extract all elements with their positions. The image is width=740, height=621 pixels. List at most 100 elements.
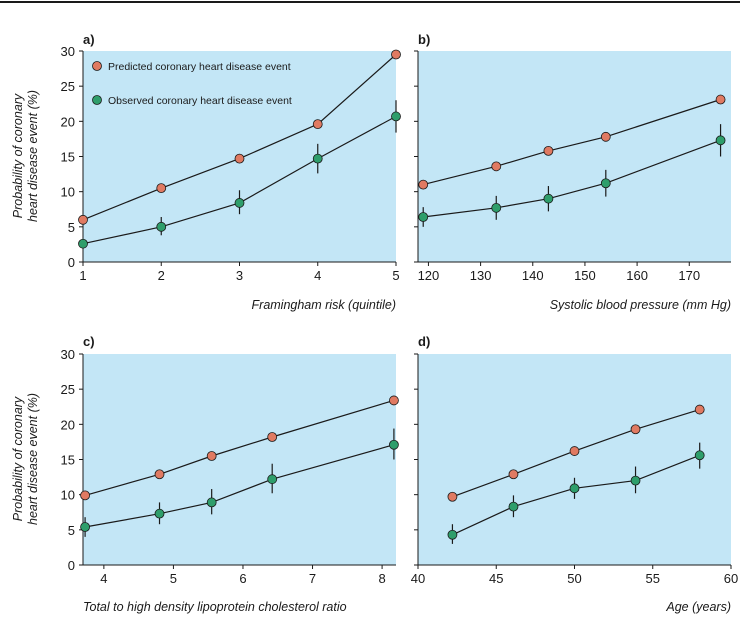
panel-a-x-tick-label: 1: [79, 268, 86, 283]
y-axis-title-bottom-line2: heart disease event (%): [26, 393, 40, 525]
legend: Predicted coronary heart disease event O…: [92, 61, 292, 107]
panel-a-y-tick-label: 5: [68, 220, 75, 235]
panel-c-predicted-point: [80, 490, 90, 501]
panel-c-x-tick-label: 4: [100, 571, 107, 586]
panel-a-predicted-point: [156, 183, 167, 194]
panel-d-predicted-point: [508, 469, 519, 480]
panel-c-x-axis-title: Total to high density lipoprotein choles…: [83, 600, 347, 614]
panel-a-observed-point: [391, 111, 401, 122]
panel-c-observed-point: [154, 508, 165, 519]
panel-a-letter: a): [83, 32, 95, 47]
panel-b-predicted-point: [543, 145, 554, 156]
panel-c-drawing: 4 5 6 7 8 0 5 10 15 20 25 30: [61, 347, 399, 586]
panel-d-predicted-point: [569, 446, 580, 456]
panel-c-y-tick-label: 10: [61, 488, 75, 503]
panel-c-predicted-point: [154, 469, 165, 480]
panel-b-plot-area: [418, 51, 731, 262]
legend-observed-label: Observed coronary heart disease event: [108, 95, 292, 107]
panel-b-x-tick-label: 130: [470, 268, 492, 283]
panel-a-drawing: 1 2 3 4 5 0 5 10 15 20 25 30: [61, 44, 401, 283]
panel-a-y-tick-label: 15: [61, 150, 75, 165]
panel-b-observed-point: [543, 193, 554, 204]
panel-c-observed-point: [80, 522, 90, 532]
panel-d-observed-point: [569, 483, 580, 494]
panel-d-observed-point: [630, 475, 641, 486]
panel-c-plot-area: [83, 354, 396, 565]
panel-d-plot-area: [418, 354, 731, 565]
panel-a-y-tick-label: 0: [68, 255, 75, 270]
panel-a-observed-point: [156, 221, 167, 232]
panel-a-x-tick-label: 4: [314, 268, 321, 283]
panel-a-observed-point: [234, 198, 245, 208]
panel-a-x-tick-label: 3: [236, 268, 243, 283]
panel-b-x-tick-label: 160: [626, 268, 648, 283]
panel-c-y-tick-label: 20: [61, 417, 75, 432]
panel-d-predicted-point: [694, 404, 705, 415]
panel-b-x-tick-label: 140: [522, 268, 544, 283]
panel-a-observed-point: [312, 153, 323, 164]
panel-a-x-axis-title: Framingham risk (quintile): [252, 298, 396, 312]
panel-a-observed-point: [78, 238, 88, 249]
panel-c-predicted-point: [267, 432, 278, 442]
panel-d: d) Age (years): [418, 334, 731, 614]
panel-b-observed-point: [491, 202, 502, 213]
panel-a-predicted-point: [78, 214, 88, 225]
panel-c-y-tick-label: 25: [61, 382, 75, 397]
panel-c-y-tick-label: 5: [68, 523, 75, 538]
y-axis-title-top-line2: heart disease event (%): [26, 90, 40, 222]
panel-a-predicted-point: [312, 119, 323, 130]
panel-b-x-tick-label: 170: [678, 268, 700, 283]
panel-d-observed-point: [508, 501, 519, 512]
panel-b-drawing: 120 130 140 150 160 170: [414, 50, 731, 283]
panel-d-drawing: 40 45 50 55 60: [411, 353, 738, 586]
panel-c-y-tick-label: 30: [61, 347, 75, 362]
panel-d-observed-point: [694, 450, 705, 461]
legend-predicted-marker: [92, 61, 102, 71]
panel-a-y-tick-label: 30: [61, 44, 75, 59]
panel-d-x-tick-label: 40: [411, 571, 425, 586]
panel-d-letter: d): [418, 334, 430, 349]
panel-d-x-tick-label: 50: [567, 571, 581, 586]
panel-d-x-tick-label: 60: [724, 571, 738, 586]
panel-b-x-axis-title: Systolic blood pressure (mm Hg): [550, 298, 731, 312]
panel-c-observed-point: [389, 439, 399, 450]
panel-b-letter: b): [418, 32, 430, 47]
panel-c-letter: c): [83, 334, 95, 349]
panel-c-x-tick-label: 7: [309, 571, 316, 586]
panel-a-y-tick-label: 25: [61, 79, 75, 94]
panel-a-y-tick-label: 20: [61, 114, 75, 129]
panel-d-observed-point: [447, 529, 458, 540]
panel-a-predicted-point: [391, 49, 401, 60]
panel-b-predicted-point: [715, 94, 726, 105]
panel-b-observed-point: [715, 135, 726, 146]
panel-a-x-tick-label: 2: [158, 268, 165, 283]
panel-b-predicted-point: [600, 131, 611, 142]
panel-b-predicted-point: [418, 179, 429, 190]
panel-a-predicted-point: [234, 153, 245, 164]
panel-c-predicted-point: [206, 451, 217, 461]
panel-c-observed-point: [267, 474, 278, 485]
panel-b-x-tick-label: 150: [574, 268, 596, 283]
panel-c-y-tick-label: 0: [68, 558, 75, 573]
panel-c-y-tick-label: 15: [61, 453, 75, 468]
panel-b-predicted-point: [491, 161, 502, 172]
panel-c-x-tick-label: 8: [378, 571, 385, 586]
panel-c-x-tick-label: 6: [239, 571, 246, 586]
panel-c-x-tick-label: 5: [170, 571, 177, 586]
panel-d-predicted-point: [630, 424, 641, 435]
panel-c-observed-point: [206, 497, 217, 508]
panel-b-observed-point: [418, 212, 429, 222]
panel-c-predicted-point: [389, 395, 399, 406]
y-axis-title-bottom-line1: Probability of coronary: [11, 396, 25, 521]
legend-observed-marker: [92, 95, 102, 105]
panel-a-x-tick-label: 5: [392, 268, 399, 283]
panel-d-x-tick-label: 55: [646, 571, 660, 586]
panel-a-y-tick-label: 10: [61, 185, 75, 200]
y-axis-title-top-line1: Probability of coronary: [11, 93, 25, 218]
panel-d-x-axis-title: Age (years): [665, 600, 731, 614]
y-axis-title-top: Probability of coronary heart disease ev…: [11, 90, 40, 222]
legend-predicted-label: Predicted coronary heart disease event: [108, 61, 291, 73]
panel-d-predicted-point: [447, 491, 458, 502]
panel-d-x-tick-label: 45: [489, 571, 503, 586]
